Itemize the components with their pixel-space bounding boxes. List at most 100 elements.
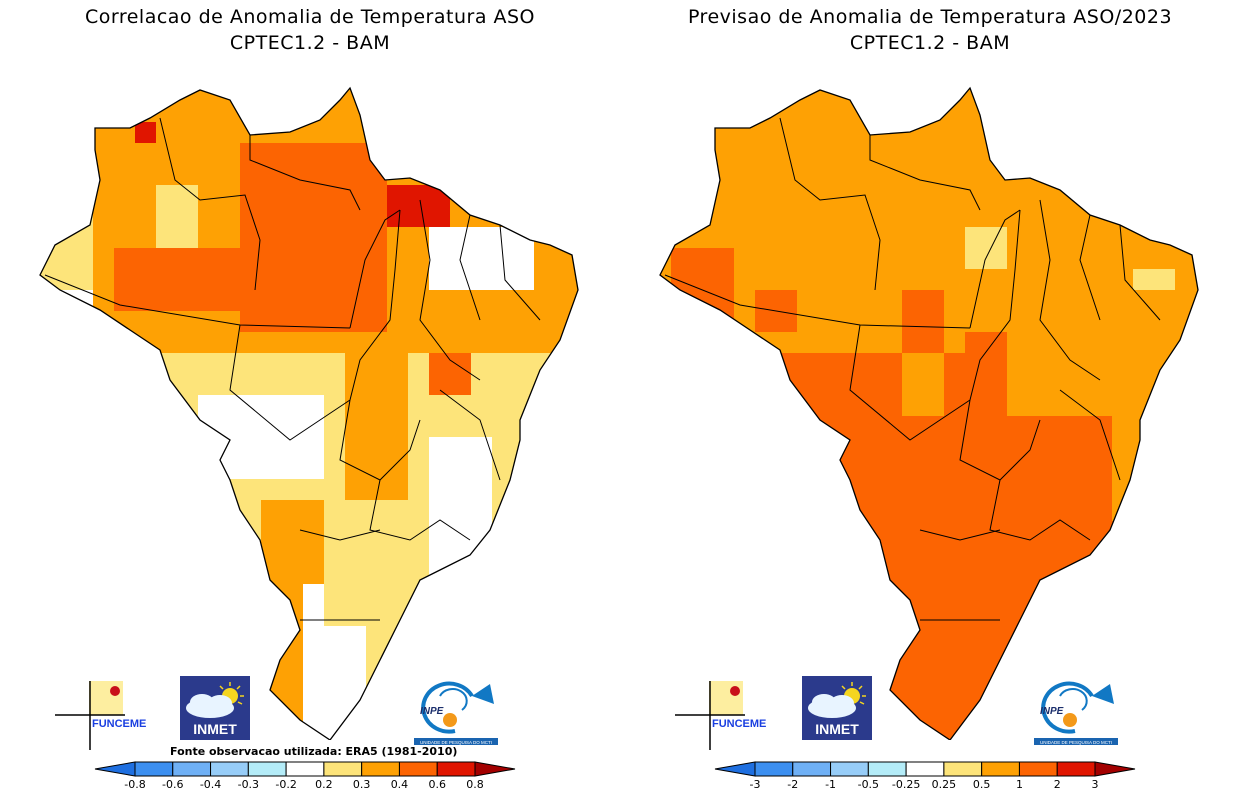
grid-cell (944, 101, 966, 123)
grid-cell (597, 374, 619, 396)
grid-cell (671, 290, 693, 312)
grid-cell (261, 374, 283, 396)
grid-cell (902, 269, 924, 291)
grid-cell (513, 248, 535, 270)
grid-cell (513, 584, 535, 606)
grid-cell (40, 332, 52, 354)
grid-cell (387, 395, 409, 417)
grid-cell (671, 479, 693, 501)
grid-cell (671, 521, 693, 543)
grid-cell (734, 269, 756, 291)
grid-cell (1196, 164, 1198, 186)
grid-cell (660, 479, 672, 501)
grid-cell (755, 374, 777, 396)
grid-cell (513, 269, 535, 291)
grid-cell (1196, 689, 1198, 711)
grid-cell (1196, 227, 1198, 249)
grid-cell (492, 437, 514, 459)
grid-cell (345, 311, 367, 333)
grid-cell (450, 437, 472, 459)
grid-cell (597, 290, 619, 312)
grid-cell (1217, 710, 1239, 732)
grid-cell (198, 395, 220, 417)
grid-cell (1070, 437, 1092, 459)
grid-cell (734, 227, 756, 249)
grid-cell (72, 185, 94, 207)
grid-cell (198, 353, 220, 375)
grid-cell (671, 332, 693, 354)
grid-cell (240, 353, 262, 375)
grid-cell (965, 185, 987, 207)
colorbar-segment (943, 761, 983, 777)
grid-cell (797, 416, 819, 438)
grid-cell (1112, 374, 1134, 396)
grid-cell (534, 311, 556, 333)
grid-cell (1217, 416, 1239, 438)
grid-cell (471, 185, 493, 207)
grid-cell (534, 143, 556, 165)
grid-cell (1070, 88, 1092, 102)
grid-cell (1049, 458, 1071, 480)
grid-cell (1028, 479, 1050, 501)
grid-cell (198, 374, 220, 396)
grid-cell (660, 395, 672, 417)
grid-cell (660, 542, 672, 564)
colorbar-tick-label: -0.8 (124, 778, 145, 791)
grid-cell (40, 374, 52, 396)
grid-cell (860, 332, 882, 354)
grid-cell (492, 647, 514, 669)
grid-cell (860, 458, 882, 480)
grid-cell (755, 122, 777, 144)
grid-cell (860, 626, 882, 648)
grid-cell (818, 563, 840, 585)
grid-cell (1028, 521, 1050, 543)
grid-cell (902, 437, 924, 459)
grid-cell (429, 332, 451, 354)
grid-cell (776, 626, 798, 648)
grid-cell (944, 374, 966, 396)
grid-cell (660, 521, 672, 543)
grid-cell (387, 710, 409, 732)
grid-cell (576, 437, 578, 459)
grid-cell (734, 395, 756, 417)
grid-cell (597, 500, 619, 522)
state-border (779, 117, 881, 291)
grid-cell (923, 605, 945, 627)
state-border (44, 274, 351, 329)
grid-cell (534, 479, 556, 501)
grid-cell (1112, 647, 1134, 669)
grid-cell (671, 185, 693, 207)
grid-cell (923, 626, 945, 648)
grid-cell (860, 374, 882, 396)
grid-cell (429, 374, 451, 396)
colorbar-segment (981, 761, 1020, 777)
grid-cell (93, 227, 115, 249)
grid-cell (555, 395, 577, 417)
grid-cell (492, 374, 514, 396)
grid-cell (40, 521, 52, 543)
grid-cell (902, 647, 924, 669)
grid-cell (72, 122, 94, 144)
grid-cell (429, 479, 451, 501)
grid-cell (576, 458, 578, 480)
grid-cell (387, 269, 409, 291)
grid-cell (986, 668, 1008, 690)
grid-cell (387, 584, 409, 606)
grid-cell (839, 88, 861, 102)
colorbar-segment (323, 761, 363, 777)
grid-cell (597, 395, 619, 417)
grid-cell (72, 88, 94, 102)
grid-cell (282, 647, 304, 669)
grid-cell (51, 206, 73, 228)
grid-cell (734, 88, 756, 102)
grid-cell (755, 542, 777, 564)
grid-cell (492, 122, 514, 144)
grid-cell (1217, 584, 1239, 606)
grid-cell (177, 122, 199, 144)
grid-cell (198, 248, 220, 270)
grid-cell (1028, 437, 1050, 459)
grid-cell (492, 605, 514, 627)
grid-cell (923, 248, 945, 270)
grid-cell (1070, 122, 1092, 144)
grid-cell (818, 374, 840, 396)
